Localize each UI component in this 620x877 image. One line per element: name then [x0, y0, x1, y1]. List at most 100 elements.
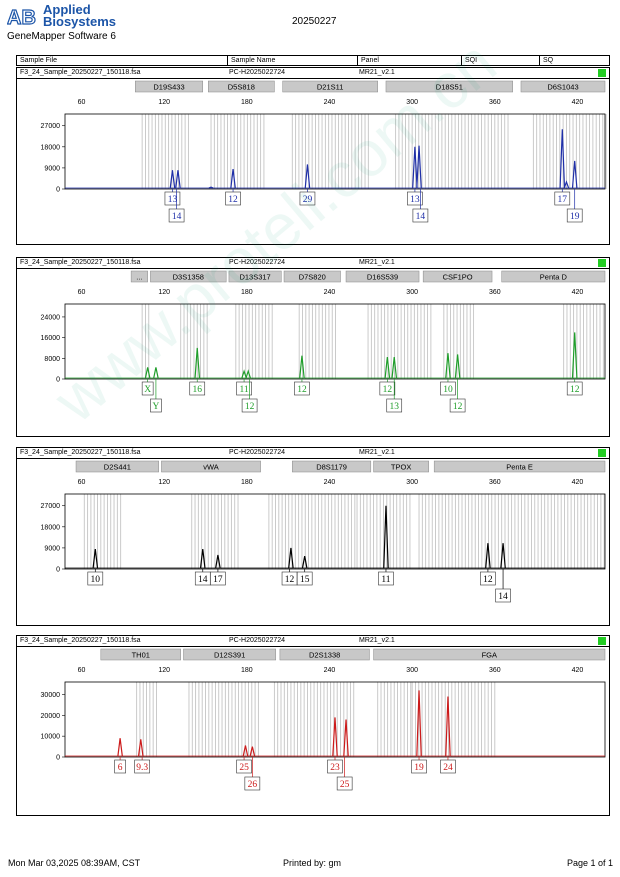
- peak[interactable]: [169, 170, 176, 189]
- marker-bar[interactable]: [292, 460, 372, 473]
- peak[interactable]: [249, 746, 256, 757]
- allele-label[interactable]: 25: [236, 757, 252, 774]
- allele-box[interactable]: [87, 571, 104, 586]
- peak[interactable]: [485, 543, 491, 569]
- marker-penta-e[interactable]: Penta E: [433, 460, 606, 473]
- marker-fga[interactable]: FGA: [373, 648, 606, 661]
- marker-d18s51[interactable]: D18S51: [385, 80, 513, 93]
- allele-label[interactable]: 12: [225, 189, 241, 206]
- allele-label[interactable]: 29: [299, 189, 316, 206]
- allele-label[interactable]: 23: [327, 757, 343, 774]
- allele-label[interactable]: 14: [194, 569, 211, 586]
- peak[interactable]: [445, 353, 451, 379]
- peak[interactable]: [391, 356, 398, 379]
- allele-box[interactable]: [150, 398, 162, 413]
- allele-box[interactable]: [566, 208, 583, 223]
- peak[interactable]: [175, 170, 181, 189]
- marker-bar[interactable]: [283, 270, 341, 283]
- marker-d8s1179[interactable]: D8S1179: [292, 460, 372, 473]
- allele-label[interactable]: 12: [281, 569, 298, 586]
- marker-bar[interactable]: [150, 270, 227, 283]
- allele-label[interactable]: 24: [440, 757, 456, 774]
- allele-label[interactable]: 25: [336, 757, 353, 791]
- allele-label[interactable]: 9.3: [134, 757, 150, 774]
- peak[interactable]: [384, 356, 391, 379]
- allele-label[interactable]: 11: [378, 569, 394, 586]
- marker-d16s539[interactable]: D16S539: [345, 270, 420, 283]
- allele-label[interactable]: 14: [412, 189, 429, 223]
- allele-label[interactable]: 19: [411, 757, 427, 774]
- marker-vwa[interactable]: vWA: [161, 460, 261, 473]
- allele-box[interactable]: [164, 191, 181, 206]
- marker-bar[interactable]: [100, 648, 181, 661]
- peak[interactable]: [153, 367, 159, 379]
- peak[interactable]: [571, 332, 578, 379]
- marker-d19s433[interactable]: D19S433: [135, 80, 204, 93]
- allele-box[interactable]: [296, 571, 313, 586]
- allele-label[interactable]: 26: [244, 757, 261, 791]
- allele-label[interactable]: 10: [440, 379, 456, 396]
- allele-box[interactable]: [407, 191, 423, 206]
- peak[interactable]: [571, 160, 578, 189]
- peak[interactable]: [343, 719, 349, 757]
- allele-label[interactable]: 12: [449, 379, 466, 413]
- peak[interactable]: [241, 369, 247, 379]
- allele-box[interactable]: [210, 571, 226, 586]
- marker-d21s11[interactable]: D21S11: [282, 80, 378, 93]
- allele-label[interactable]: Y: [150, 379, 162, 413]
- allele-box[interactable]: [440, 381, 456, 396]
- allele-box[interactable]: [480, 571, 496, 586]
- marker-d3s1358[interactable]: D3S1358: [150, 270, 227, 283]
- peak[interactable]: [144, 367, 151, 379]
- allele-box[interactable]: [449, 398, 466, 413]
- peak[interactable]: [559, 129, 566, 189]
- allele-label[interactable]: 17: [210, 569, 226, 586]
- allele-box[interactable]: [141, 381, 154, 396]
- marker-th01[interactable]: TH01: [100, 648, 181, 661]
- allele-box[interactable]: [411, 759, 427, 774]
- allele-label[interactable]: X: [141, 379, 154, 396]
- marker-bar[interactable]: [422, 270, 493, 283]
- peak[interactable]: [208, 186, 214, 189]
- peak[interactable]: [332, 717, 338, 757]
- allele-label[interactable]: 14: [495, 569, 511, 603]
- peak[interactable]: [245, 369, 251, 379]
- marker-bar[interactable]: [208, 80, 275, 93]
- peak[interactable]: [500, 543, 506, 569]
- allele-label[interactable]: 13: [164, 189, 181, 206]
- peak[interactable]: [92, 549, 99, 569]
- peak[interactable]: [383, 505, 389, 569]
- marker-tpox[interactable]: TPOX: [373, 460, 429, 473]
- allele-box[interactable]: [236, 759, 252, 774]
- marker-bar[interactable]: [373, 460, 429, 473]
- peak[interactable]: [242, 745, 249, 757]
- allele-label[interactable]: 12: [480, 569, 496, 586]
- allele-box[interactable]: [412, 208, 429, 223]
- peak[interactable]: [563, 180, 570, 189]
- peak[interactable]: [416, 145, 422, 189]
- marker-d12s391[interactable]: D12S391: [183, 648, 277, 661]
- peak[interactable]: [301, 556, 308, 569]
- peak[interactable]: [137, 739, 144, 757]
- marker-bar[interactable]: [161, 460, 261, 473]
- marker-csf1po[interactable]: CSF1PO: [422, 270, 493, 283]
- allele-box[interactable]: [440, 759, 456, 774]
- marker-bar[interactable]: [183, 648, 277, 661]
- peak[interactable]: [194, 347, 201, 379]
- marker-bar[interactable]: [501, 270, 606, 283]
- allele-box[interactable]: [299, 191, 316, 206]
- marker-penta-d[interactable]: Penta D: [501, 270, 606, 283]
- marker-d2s441[interactable]: D2S441: [75, 460, 159, 473]
- allele-label[interactable]: 13: [407, 189, 423, 206]
- allele-box[interactable]: [386, 398, 403, 413]
- allele-label[interactable]: 13: [386, 379, 403, 413]
- peak[interactable]: [299, 355, 305, 379]
- peak[interactable]: [416, 690, 422, 757]
- peak[interactable]: [230, 169, 236, 189]
- peak[interactable]: [304, 164, 311, 189]
- marker-bar[interactable]: [282, 80, 378, 93]
- allele-label[interactable]: 15: [296, 569, 313, 586]
- marker-bar[interactable]: [373, 648, 606, 661]
- marker-d5s818[interactable]: D5S818: [208, 80, 275, 93]
- allele-box[interactable]: [114, 759, 126, 774]
